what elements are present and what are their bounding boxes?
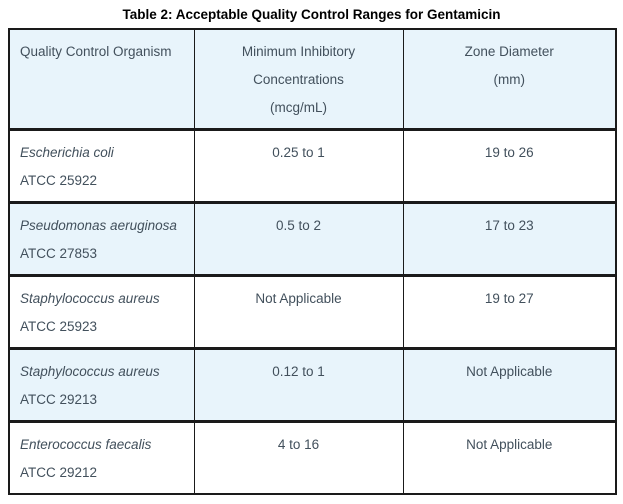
organism-cell: Pseudomonas aeruginosa ATCC 27853	[8, 202, 195, 276]
header-zone-line2: (mm)	[493, 72, 525, 87]
table-row: Staphylococcus aureus ATCC 29213 0.12 to…	[8, 348, 617, 422]
header-mic: Minimum Inhibitory Concentrations (mcg/m…	[193, 29, 404, 130]
header-mic-line3: (mcg/mL)	[270, 100, 327, 115]
header-mic-line1: Minimum Inhibitory	[241, 44, 356, 59]
zone-value: Not Applicable	[402, 421, 617, 494]
mic-value: 0.5 to 2	[193, 202, 404, 276]
atcc-number: ATCC 25922	[20, 173, 98, 188]
atcc-number: ATCC 27853	[20, 246, 98, 261]
organism-name: Staphylococcus aureus	[20, 291, 160, 306]
header-zone: Zone Diameter (mm)	[402, 29, 617, 130]
organism-name: Escherichia coli	[20, 145, 114, 160]
table-header-row: Quality Control Organism Minimum Inhibit…	[8, 29, 617, 130]
mic-value: 0.12 to 1	[193, 348, 404, 422]
zone-value: 19 to 27	[402, 275, 617, 349]
atcc-number: ATCC 29213	[20, 392, 98, 407]
header-mic-line2: Concentrations	[253, 72, 344, 87]
organism-cell: Enterococcus faecalis ATCC 29212	[8, 421, 195, 494]
organism-name: Staphylococcus aureus	[20, 364, 160, 379]
mic-value: Not Applicable	[193, 275, 404, 349]
organism-name: Enterococcus faecalis	[20, 437, 152, 452]
header-zone-line1: Zone Diameter	[464, 44, 554, 59]
table-row: Escherichia coli ATCC 25922 0.25 to 1 19…	[8, 129, 617, 203]
organism-name: Pseudomonas aeruginosa	[20, 218, 177, 233]
organism-cell: Staphylococcus aureus ATCC 25923	[8, 275, 195, 349]
table-row: Pseudomonas aeruginosa ATCC 27853 0.5 to…	[8, 202, 617, 276]
zone-value: 19 to 26	[402, 129, 617, 203]
atcc-number: ATCC 25923	[20, 319, 98, 334]
header-organism: Quality Control Organism	[8, 29, 195, 130]
mic-value: 0.25 to 1	[193, 129, 404, 203]
table-row: Enterococcus faecalis ATCC 29212 4 to 16…	[8, 421, 617, 494]
organism-cell: Staphylococcus aureus ATCC 29213	[8, 348, 195, 422]
zone-value: 17 to 23	[402, 202, 617, 276]
table-row: Staphylococcus aureus ATCC 25923 Not App…	[8, 275, 617, 349]
organism-cell: Escherichia coli ATCC 25922	[8, 129, 195, 203]
page-title: Table 2: Acceptable Quality Control Rang…	[122, 7, 501, 22]
quality-control-table: Quality Control Organism Minimum Inhibit…	[8, 28, 617, 495]
zone-value: Not Applicable	[402, 348, 617, 422]
atcc-number: ATCC 29212	[20, 465, 98, 480]
mic-value: 4 to 16	[193, 421, 404, 494]
